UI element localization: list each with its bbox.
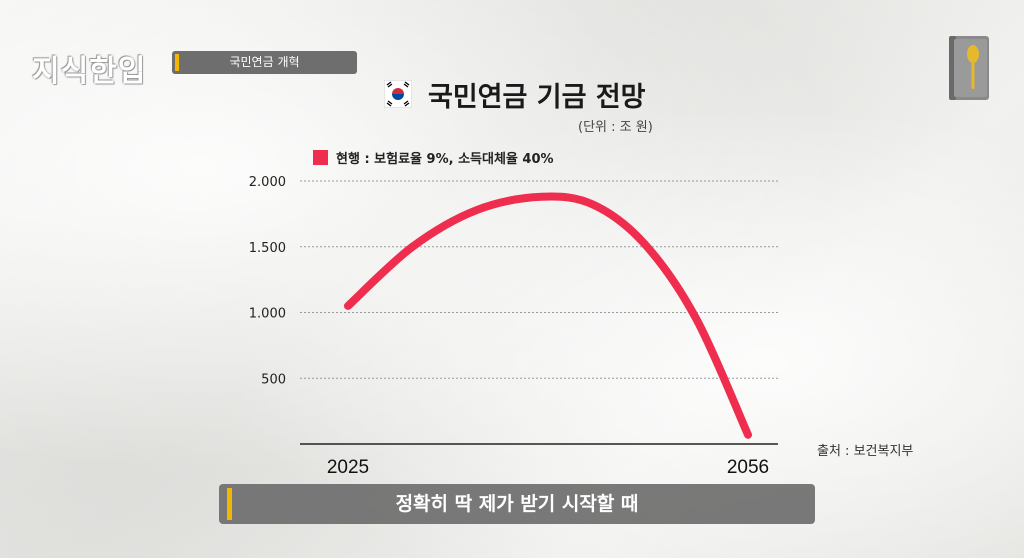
x-tick-label: 2025 [327, 457, 369, 478]
subtitle-text: 정확히 딱 제가 받기 시작할 때 [395, 493, 639, 515]
topic-tag-accent [175, 54, 179, 71]
y-tick-label: 500 [261, 372, 286, 387]
y-tick-label: 1.500 [249, 241, 286, 256]
topic-tag-label: 국민연금 개혁 [229, 55, 300, 69]
unit-label: (단위 : 조 원) [578, 120, 653, 135]
channel-logo: 지식한입 [32, 54, 147, 89]
y-tick-label: 1.000 [249, 307, 286, 322]
y-tick-label: 2.000 [249, 175, 286, 190]
subtitle-accent [227, 488, 232, 520]
legend-swatch [313, 150, 328, 165]
south-korea-flag-icon [384, 80, 412, 108]
source-note: 출처 : 보건복지부 [817, 444, 914, 459]
chart-title: 국민연금 기금 전망 [428, 81, 646, 113]
x-tick-label: 2056 [727, 457, 769, 478]
series-line-current [344, 192, 752, 439]
subtitle-bar: 정확히 딱 제가 받기 시작할 때 [219, 484, 815, 524]
book-spoon-icon [949, 36, 989, 100]
topic-tag: 국민연금 개혁 [172, 51, 357, 74]
legend: 현행 : 보험료율 9%, 소득대체율 40% [313, 148, 554, 167]
legend-label: 현행 : 보험료율 9%, 소득대체율 40% [336, 152, 554, 167]
chart-title-row: 국민연금 기금 전망 [384, 74, 646, 114]
